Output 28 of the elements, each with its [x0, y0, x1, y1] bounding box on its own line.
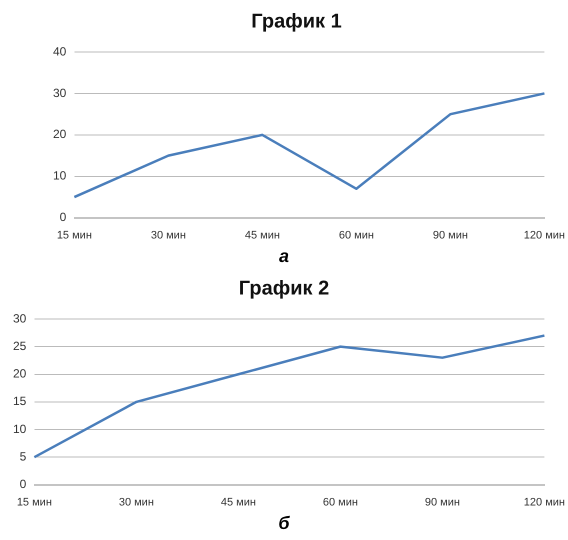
y-tick-label: 25	[12, 338, 27, 353]
y-tick-label: 10	[52, 168, 67, 183]
chart-title: График 2	[238, 278, 330, 300]
x-tick-label: 15 мин	[16, 496, 52, 508]
x-tick-label: 90 мин	[432, 229, 468, 242]
y-tick-label: 0	[20, 477, 27, 492]
x-tick-label: 90 мин	[424, 496, 460, 508]
x-tick-label: 15 мин	[56, 229, 92, 242]
x-tick-label: 120 мин	[524, 229, 566, 242]
y-tick-label: 0	[60, 210, 67, 224]
text: б	[277, 512, 291, 534]
x-tick-label: 120 мин	[524, 496, 566, 508]
x-tick-label: 60 мин	[338, 229, 374, 242]
y-tick-label: 20	[52, 127, 67, 142]
x-tick-label: 60 мин	[322, 496, 358, 508]
chart-title: График 1	[251, 10, 342, 33]
y-tick-label: 30	[12, 311, 27, 326]
y-tick-label: 15	[12, 394, 27, 408]
y-tick-label: 10	[12, 422, 27, 436]
x-tick-label: 45 мин	[244, 229, 280, 242]
y-tick-label: 30	[52, 86, 67, 100]
y-tick-label: 20	[12, 366, 27, 381]
y-tick-label: 5	[20, 449, 27, 464]
x-tick-label: 30 мин	[150, 229, 186, 242]
x-tick-label: 45 мин	[220, 496, 256, 508]
y-tick-label: 40	[52, 44, 67, 58]
text: а	[278, 245, 290, 267]
x-tick-label: 30 мин	[118, 496, 154, 508]
